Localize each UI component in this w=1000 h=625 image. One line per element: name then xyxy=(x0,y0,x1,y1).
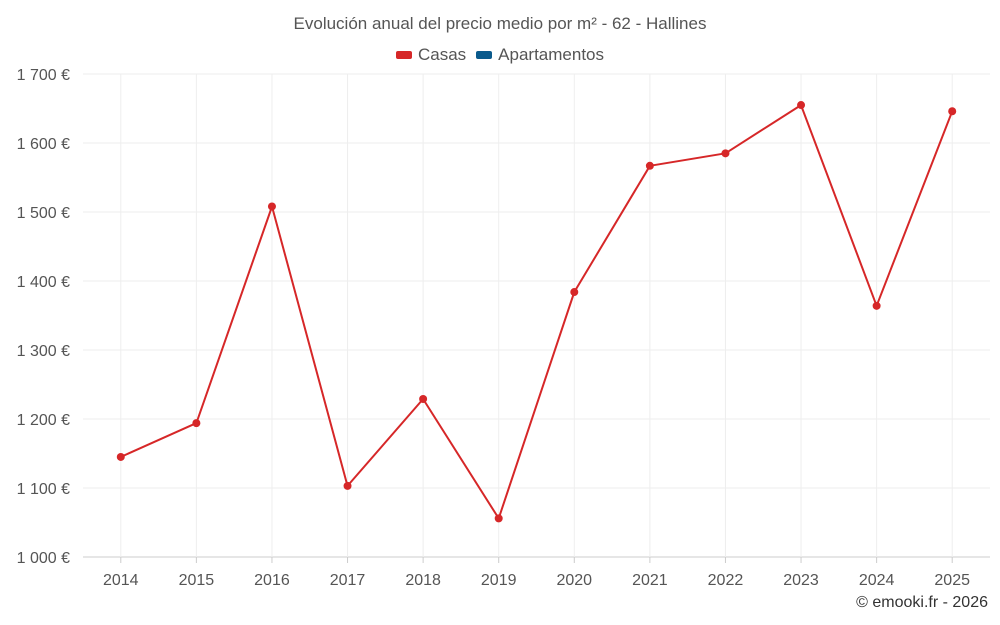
y-tick-label: 1 200 € xyxy=(17,412,70,429)
data-point xyxy=(645,161,654,170)
x-tick-label: 2022 xyxy=(708,572,744,589)
y-tick-label: 1 400 € xyxy=(17,274,70,291)
data-point xyxy=(570,288,579,297)
x-tick-label: 2018 xyxy=(405,572,441,589)
data-point xyxy=(721,149,730,158)
y-tick-label: 1 100 € xyxy=(17,481,70,498)
data-point xyxy=(343,481,352,490)
legend-label-casas: Casas xyxy=(417,45,467,64)
credit-text: © emooki.fr - 2026 xyxy=(856,594,988,611)
y-tick-label: 1 700 € xyxy=(17,67,70,84)
legend-label-apartamentos: Apartamentos xyxy=(498,45,605,64)
x-tick-label: 2015 xyxy=(179,572,215,589)
legend-swatch-apartamentos xyxy=(476,51,493,59)
series-line-casas xyxy=(120,104,954,520)
legend-item-casas[interactable]: Casas xyxy=(395,45,467,65)
data-point xyxy=(872,301,881,310)
legend: Casas Apartamentos xyxy=(0,45,1000,65)
x-tick-label: 2024 xyxy=(859,572,895,589)
data-point xyxy=(494,514,503,523)
y-tick-label: 1 300 € xyxy=(17,343,70,360)
legend-swatch-casas xyxy=(395,51,412,59)
y-tick-label: 1 500 € xyxy=(17,205,70,222)
y-tick-label: 1 600 € xyxy=(17,136,70,153)
legend-item-apartamentos[interactable]: Apartamentos xyxy=(476,45,604,65)
data-point xyxy=(267,202,276,211)
data-point xyxy=(192,419,201,428)
data-point xyxy=(116,452,125,461)
x-tick-label: 2014 xyxy=(103,572,139,589)
data-point xyxy=(797,101,806,110)
x-tick-label: 2016 xyxy=(254,572,290,589)
data-point xyxy=(948,107,957,116)
y-tick-label: 1 000 € xyxy=(17,550,70,567)
x-tick-label: 2020 xyxy=(556,572,592,589)
x-tick-label: 2025 xyxy=(934,572,970,589)
x-tick-label: 2023 xyxy=(783,572,819,589)
x-tick-label: 2019 xyxy=(481,572,517,589)
chart-title: Evolución anual del precio medio por m² … xyxy=(293,14,707,33)
x-tick-label: 2021 xyxy=(632,572,668,589)
data-point xyxy=(419,394,428,403)
x-tick-label: 2017 xyxy=(330,572,366,589)
